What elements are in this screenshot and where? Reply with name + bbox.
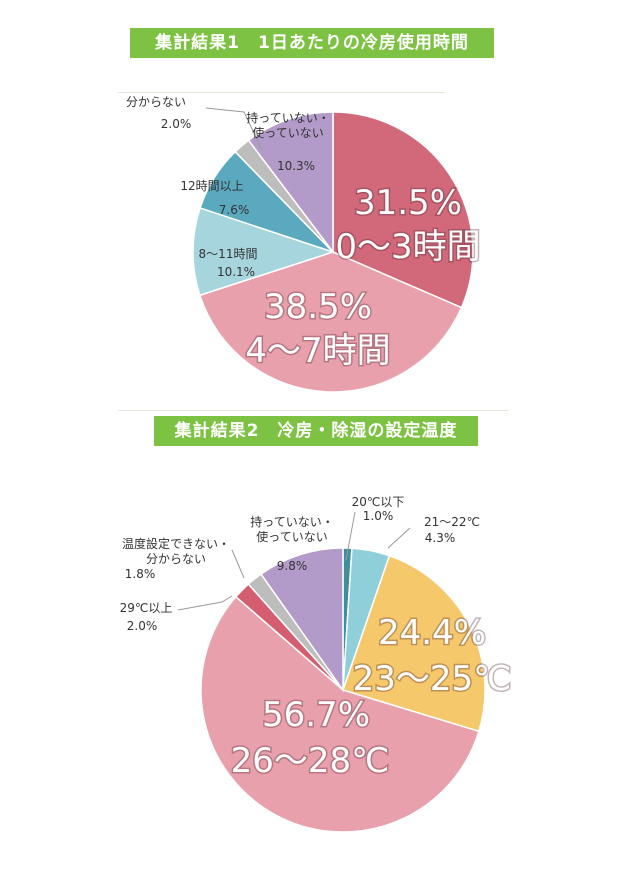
chart2-slice-6 xyxy=(259,547,344,693)
chart1-slice-2 xyxy=(192,206,336,297)
chart2-slice-4-name: 29℃以上 xyxy=(120,601,173,615)
chart2-slice-6-name: 持っていない・ xyxy=(250,514,333,529)
chart2-slice-5-name: 分からない xyxy=(146,552,206,566)
chart2-slice-5-name: 温度設定できない・ xyxy=(122,536,230,551)
chart2-slice-5-value: 1.8% xyxy=(125,567,156,581)
chart1-slice-1-name: 4〜7時間 xyxy=(245,331,390,371)
chart1-slice-4-name: 分からない xyxy=(126,95,186,109)
chart2-leader-1 xyxy=(387,527,411,549)
chart2-slice-2-value: 24.4% xyxy=(378,613,486,653)
chart2-slice-3-value: 56.7% xyxy=(262,695,370,735)
chart1-slice-5-value: 10.3% xyxy=(277,159,315,173)
chart2-slice-2 xyxy=(342,554,486,733)
chart2-slice-6-name: 使っていない xyxy=(256,529,327,544)
chart1-slice-2-name: 8〜11時間 xyxy=(199,247,258,261)
chart1-slice-1 xyxy=(198,251,463,393)
chart2-slice-3 xyxy=(200,595,480,833)
chart1-slice-3-name: 12時間以上 xyxy=(180,179,243,193)
chart2-slice-6-value: 9.8% xyxy=(277,559,308,573)
chart2-leader-5 xyxy=(231,549,245,579)
chart2-slice-1-value: 4.3% xyxy=(425,531,456,545)
chart2-slice-0-value: 1.0% xyxy=(363,509,394,523)
chart2-slice-4-value: 2.0% xyxy=(127,619,158,633)
chart2-leader-0 xyxy=(345,511,356,561)
chart2-slice-0-name: 20℃以下 xyxy=(352,495,405,509)
chart1-slice-5-name: 持っていない・ xyxy=(246,110,329,125)
chart1-slice-5-name: 使っていない xyxy=(252,125,323,140)
divider xyxy=(118,410,508,411)
chart2-leader-4 xyxy=(177,595,233,611)
chart2-slice-2-name: 23〜25℃ xyxy=(353,659,512,699)
chart1-slice-1-value: 38.5% xyxy=(264,287,372,327)
chart1-slice-5 xyxy=(247,111,334,255)
chart1-slice-0-name: 0〜3時間 xyxy=(335,227,480,267)
chart1-slice-0 xyxy=(332,111,474,309)
divider xyxy=(118,92,444,93)
chart1-slice-2-value: 10.1% xyxy=(217,265,255,279)
chart1-slice-0-value: 31.5% xyxy=(354,183,462,223)
chart2-slice-1-name: 21〜22℃ xyxy=(424,515,480,529)
chart1-slice-4-value: 2.0% xyxy=(161,117,192,131)
chart1-title: 集計結果1 1日あたりの冷房使用時間 xyxy=(130,28,494,58)
chart2-slice-3-name: 26〜28℃ xyxy=(231,741,390,781)
chart2-title: 集計結果2 冷房・除湿の設定温度 xyxy=(154,416,478,446)
chart1-slice-3-value: 7.6% xyxy=(219,203,250,217)
chart1-leader-4 xyxy=(205,107,263,151)
